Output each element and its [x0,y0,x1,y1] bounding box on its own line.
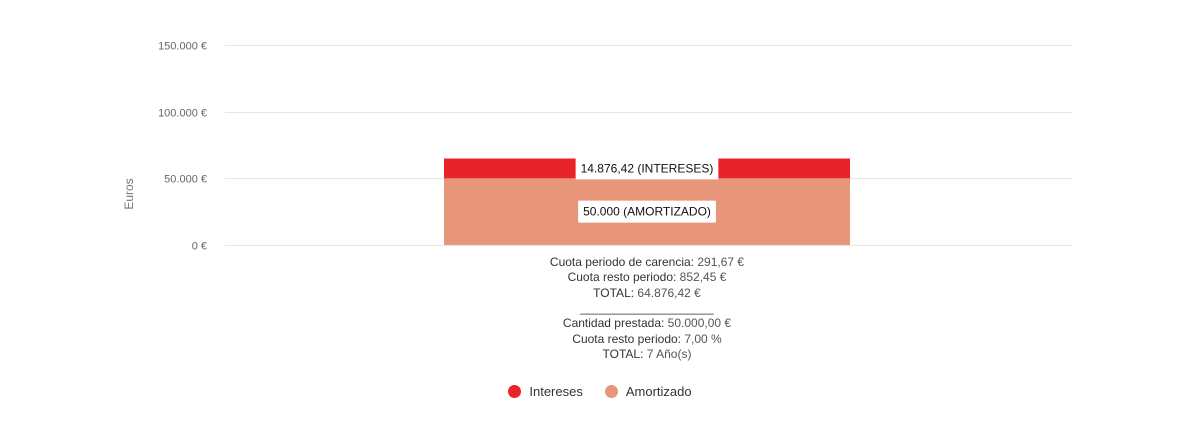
data-label-intereses: 14.876,42 (INTERESES) [575,157,719,180]
data-label-amortizado: 50.000 (AMORTIZADO) [578,200,716,223]
legend-marker-icon [604,385,618,398]
legend-item-amortizado[interactable]: Amortizado [604,384,692,399]
y-tick-label: 150.000 € [158,41,207,53]
legend: Intereses Amortizado [0,384,1200,399]
legend-label: Intereses [529,384,583,399]
category-text-line: Cuota resto periodo: 7,00 % [347,332,947,347]
category-text-key: TOTAL: [593,285,635,300]
category-text-key: TOTAL: [602,346,644,361]
y-axis-title: Euros [122,178,136,209]
legend-marker-icon [508,385,522,398]
y-tick-label: 50.000 € [164,174,207,186]
grid-lines [225,45,1072,246]
y-tick-label: 100.000 € [158,108,207,120]
y-tick-label: 0 € [192,241,207,253]
category-text-line: TOTAL: 64.876,42 € [347,286,947,301]
category-text-line: Cantidad prestada: 50.000,00 € [347,316,947,331]
category-text-line: ____________________ [347,301,947,316]
data-label-text: 50.000 (AMORTIZADO) [583,205,711,219]
y-axis-ticks: 0 € 50.000 € 100.000 € 150.000 € [158,41,207,253]
category-text-value: 50.000,00 € [667,316,732,331]
category-text-value: 291,67 € [697,255,745,269]
category-text-key: Cuota resto periodo: [572,331,682,346]
data-label-box [575,157,719,180]
category-text-key: Cuota resto periodo: [567,270,677,285]
data-label-box [578,200,716,223]
legend-label: Amortizado [625,384,692,399]
category-text-value: 7 Año(s) [646,346,692,361]
legend-item-intereses[interactable]: Intereses [508,384,583,399]
category-text-key: ____________________ [580,300,714,315]
data-label-text: 14.876,42 (INTERESES) [581,161,714,175]
category-text-value: 852,45 € [679,270,727,285]
category-text-key: Cuota periodo de carencia: [549,255,695,269]
category-text-line: Cuota periodo de carencia: 291,67 € [347,255,947,270]
data-labels: 50.000 (AMORTIZADO) 14.876,42 (INTERESES) [575,157,719,223]
category-text-value: 7,00 % [684,331,722,346]
category-text-value: 64.876,42 € [637,285,701,300]
category-text-line: TOTAL: 7 Año(s) [347,347,947,362]
category-text-line: Cuota resto periodo: 852,45 € [347,270,947,285]
category-text-key: Cantidad prestada: [562,316,665,331]
